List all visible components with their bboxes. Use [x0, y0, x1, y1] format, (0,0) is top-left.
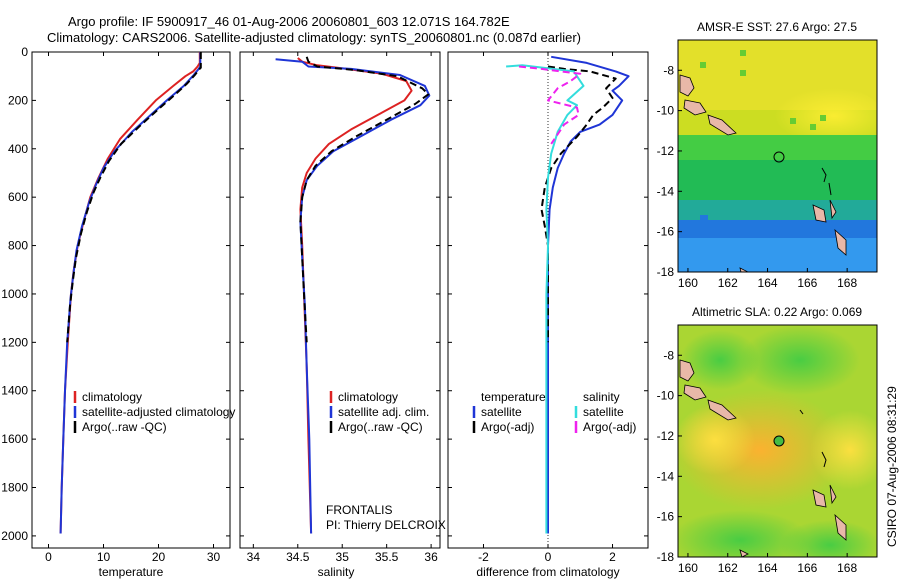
sla-map-panel: Altimetric SLA: 0.22 Argo: 0.069 160 162 1…	[657, 305, 878, 575]
map-y-tick-label: -14	[657, 469, 675, 483]
x-tick-label: 36	[424, 550, 438, 564]
annotation-pi: PI: Thierry DELCROIX	[326, 518, 446, 532]
map-x-tick-label: 160	[678, 276, 698, 290]
legend-entry: climatology	[82, 390, 142, 404]
y-tick-label: 400	[8, 142, 28, 156]
y-tick-label: 1400	[1, 384, 28, 398]
legend-entry: salinity	[583, 390, 620, 404]
map-y-tick-label: -10	[657, 104, 675, 118]
x-tick-label: 35.5	[375, 550, 399, 564]
x-tick-label: 20	[152, 550, 166, 564]
map-x-tick-label: 166	[797, 561, 817, 575]
legend-entry: Argo(-adj)	[583, 420, 636, 434]
temperature-panel: 0 200 400 600 800 1000 1200 1400 1600 1800 2000 0 10…	[1, 45, 235, 564]
salinity-xlabel: salinity	[318, 565, 355, 579]
legend-entry: satellite-adjusted climatology	[82, 405, 235, 419]
difference-panel: -2 0 2	[447, 51, 649, 564]
series-line-argo	[299, 56, 430, 343]
legend-entry: Argo(-adj)	[481, 420, 534, 434]
y-tick-label: 200	[8, 93, 28, 107]
legend-entry: temperature	[481, 390, 546, 404]
y-tick-label: 800	[8, 239, 28, 253]
sst-heatmap	[678, 40, 877, 272]
figure-title-line2: Climatology: CARS2006. Satellite-adjuste…	[47, 30, 581, 45]
argo-location-marker	[773, 435, 785, 447]
figure-title-line1: Argo profile: IF 5900917_46 01-Aug-2006 …	[68, 14, 510, 29]
annotation-frontalis: FRONTALIS	[326, 503, 392, 517]
x-tick-label: 0	[45, 550, 52, 564]
x-tick-label: 34	[247, 550, 261, 564]
argo-location-marker	[773, 151, 785, 163]
series-line-satellite_salinity	[506, 64, 585, 534]
map-y-tick-label: -18	[657, 265, 675, 279]
map-x-tick-label: 164	[758, 276, 778, 290]
plot-frame	[239, 51, 441, 549]
sla-map-title: Altimetric SLA: 0.22 Argo: 0.069	[692, 305, 862, 319]
timestamp-stamp: CSIRO 07-Aug-2006 08:31:29	[885, 386, 899, 547]
series-line-argo	[66, 52, 202, 343]
map-y-tick-label: -12	[657, 429, 675, 443]
x-tick-label: 0	[545, 550, 552, 564]
legend-entry: satellite	[583, 405, 624, 419]
map-x-tick-label: 160	[678, 561, 698, 575]
map-y-tick-label: -16	[657, 510, 675, 524]
sst-map-title: AMSR-E SST: 27.6 Argo: 27.5	[697, 20, 857, 34]
map-y-tick-label: -16	[657, 225, 675, 239]
x-tick-label: 10	[97, 550, 111, 564]
map-y-tick-label: -8	[663, 63, 674, 77]
map-x-tick-label: 166	[797, 276, 817, 290]
map-x-tick-label: 162	[718, 561, 738, 575]
x-tick-label: 30	[207, 550, 221, 564]
map-x-tick-label: 168	[837, 276, 857, 290]
legend-entry: satellite	[481, 405, 522, 419]
y-tick-label: 1600	[1, 432, 28, 446]
series-line-satellite	[547, 55, 630, 534]
x-tick-label: -2	[478, 550, 489, 564]
map-x-tick-label: 162	[718, 276, 738, 290]
series-line-satellite	[59, 52, 202, 534]
map-y-tick-label: -8	[663, 348, 674, 362]
sst-map-panel: AMSR-E SST: 27.6 Argo: 27.5	[657, 20, 878, 290]
legend-entry: satellite adj. clim.	[338, 405, 429, 419]
map-y-tick-label: -18	[657, 550, 675, 564]
y-tick-label: 1200	[1, 335, 28, 349]
x-tick-label: 34.5	[286, 550, 310, 564]
map-y-tick-label: -14	[657, 184, 675, 198]
y-tick-label: 0	[21, 45, 28, 59]
y-tick-label: 1800	[1, 481, 28, 495]
x-tick-label: 2	[609, 550, 616, 564]
temperature-xlabel: temperature	[99, 565, 164, 579]
legend-entry: Argo(..raw -QC)	[82, 420, 167, 434]
y-tick-label: 1000	[1, 287, 28, 301]
sla-heatmap	[678, 325, 877, 557]
y-tick-label: 2000	[1, 529, 28, 543]
difference-xlabel: difference from climatology	[476, 565, 619, 579]
difference-legend: temperature satellite Argo(-adj) salinit…	[472, 390, 636, 434]
legend-entry: Argo(..raw -QC)	[338, 420, 423, 434]
map-y-tick-label: -12	[657, 144, 675, 158]
y-tick-label: 600	[8, 190, 28, 204]
legend-entry: climatology	[338, 390, 398, 404]
x-tick-label: 35	[336, 550, 350, 564]
map-x-tick-label: 164	[758, 561, 778, 575]
map-y-tick-label: -10	[657, 389, 675, 403]
map-x-tick-label: 168	[837, 561, 857, 575]
